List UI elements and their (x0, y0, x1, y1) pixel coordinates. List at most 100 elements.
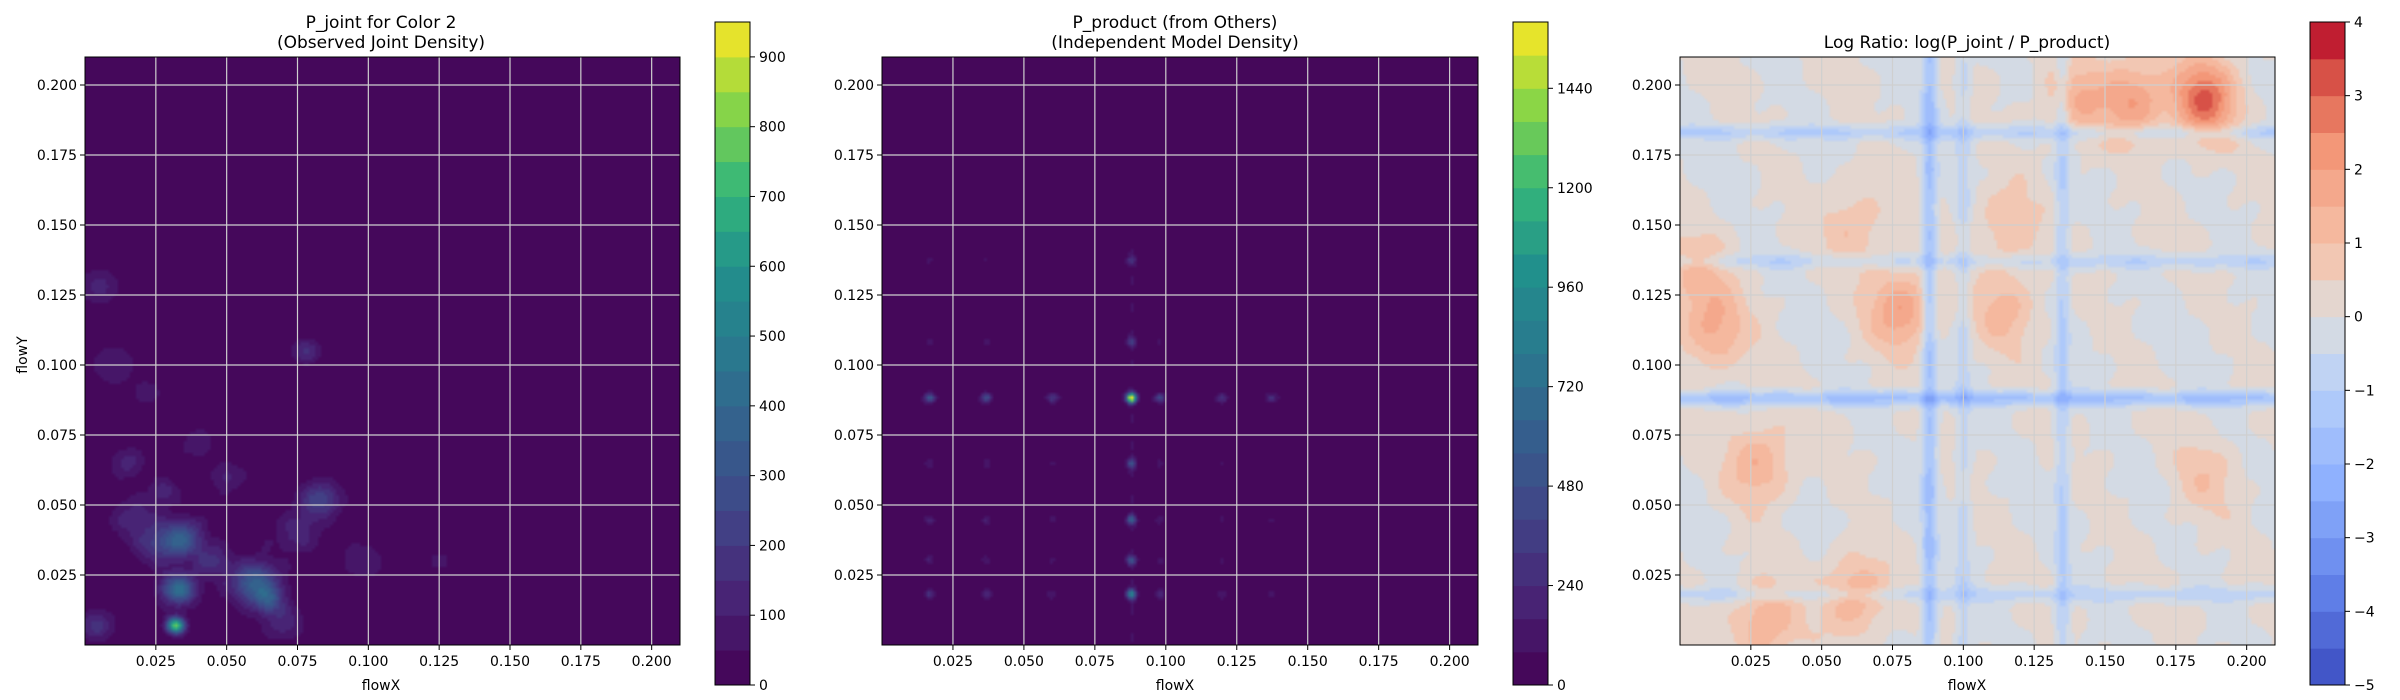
colorbar-segment (1513, 55, 1548, 89)
colorbar-tick-label: 400 (759, 399, 786, 415)
plot-frame (1679, 56, 2276, 646)
colorbar-tick-label: 0 (759, 678, 768, 694)
colorbar-segment (715, 196, 750, 232)
x-tick-label: 0.200 (1430, 654, 1470, 670)
colorbar-segment (2310, 58, 2345, 97)
colorbar-segment (2310, 648, 2345, 686)
x-tick-label: 0.025 (1731, 654, 1771, 670)
colorbar-segment (2310, 316, 2345, 354)
colorbar-segment (1513, 220, 1548, 255)
colorbar-tick-label: −2 (2354, 457, 2375, 473)
x-tick-label: 0.050 (1802, 654, 1842, 670)
heatmap-surface (882, 57, 1478, 645)
colorbar-tick-label: −4 (2354, 604, 2375, 620)
y-tick-label: 0.150 (834, 218, 874, 234)
y-tick-label: 0.125 (1632, 288, 1672, 304)
chart-title-line1: Log Ratio: log(P_joint / P_product) (1824, 33, 2110, 53)
y-axis-label: flowY (15, 336, 31, 374)
x-tick-label: 0.150 (1288, 654, 1328, 670)
colorbar-tick-label: 240 (1557, 579, 1584, 595)
colorbar-tick-label: 900 (759, 50, 786, 66)
colorbar-segment (1513, 651, 1548, 686)
colorbar-segment (2310, 95, 2345, 133)
colorbar-segment (1513, 452, 1548, 487)
colorbar-tick-label: 1 (2354, 236, 2363, 252)
x-tick-label: 0.200 (632, 654, 672, 670)
x-tick-label: 0.100 (1146, 654, 1186, 670)
y-tick-label: 0.125 (834, 288, 874, 304)
colorbar-tick-label: 700 (759, 189, 786, 205)
colorbar-segment (2310, 206, 2345, 244)
colorbar-segment (715, 161, 750, 197)
y-tick-label: 0.025 (834, 568, 874, 584)
x-tick-label: 0.100 (1943, 654, 1983, 670)
colorbar-segment (1513, 22, 1548, 56)
y-tick-label: 0.175 (1632, 148, 1672, 164)
colorbar-tick-label: 480 (1557, 479, 1584, 495)
y-tick-label: 0.050 (834, 498, 874, 514)
colorbar-segment (1513, 187, 1548, 222)
x-tick-label: 0.075 (1872, 654, 1912, 670)
heatmap-surface (85, 57, 680, 645)
chart-title-line2: (Observed Joint Density) (277, 33, 485, 53)
colorbar-tick-label: 800 (759, 120, 786, 136)
colorbar-segment (715, 510, 750, 546)
panel-joint-density: P_joint for Color 2 (Observed Joint Dens… (15, 13, 786, 694)
colorbar-segment (1513, 519, 1548, 553)
colorbar-segment (715, 56, 750, 93)
colorbar-segment (715, 405, 750, 442)
y-tick-label: 0.100 (1632, 358, 1672, 374)
chart-title-line2: (Independent Model Density) (1051, 33, 1299, 53)
colorbar-tick-label: −3 (2354, 531, 2375, 547)
x-tick-label: 0.075 (1075, 654, 1115, 670)
y-tick-label: 0.075 (1632, 428, 1672, 444)
colorbar-segment (2310, 500, 2345, 539)
y-tick-label: 0.100 (37, 358, 77, 374)
colorbar-frame (1512, 21, 1549, 686)
colorbar-segment (2310, 390, 2345, 428)
heatmap-surface (1680, 57, 2275, 645)
colorbar-segment (715, 22, 750, 58)
colorbar-segment (1513, 320, 1548, 354)
colorbar-segment (1513, 154, 1548, 189)
x-tick-label: 0.150 (2085, 654, 2125, 670)
x-tick-label: 0.050 (207, 654, 247, 670)
y-tick-label: 0.025 (1632, 568, 1672, 584)
colorbar-segment (2310, 243, 2345, 281)
colorbar-tick-label: 720 (1557, 380, 1584, 396)
colorbar-segment (715, 126, 750, 163)
y-tick-label: 0.025 (37, 568, 77, 584)
colorbar-segment (2310, 353, 2345, 391)
colorbar-segment (715, 301, 750, 337)
colorbar-segment (1513, 419, 1548, 454)
x-tick-label: 0.100 (348, 654, 388, 670)
panel-log-ratio: Log Ratio: log(P_joint / P_product) flow… (1632, 15, 2375, 694)
y-tick-label: 0.075 (834, 428, 874, 444)
y-tick-label: 0.200 (37, 78, 77, 94)
colorbar-tick-label: 200 (759, 538, 786, 554)
colorbar-segment (715, 370, 750, 407)
colorbar-tick-label: −5 (2354, 678, 2375, 694)
colorbar-segment (2310, 279, 2345, 318)
y-tick-label: 0.050 (37, 498, 77, 514)
colorbar-segment (715, 475, 750, 512)
x-tick-label: 0.150 (490, 654, 530, 670)
colorbar-segment (715, 615, 750, 651)
colorbar-segment (1513, 287, 1548, 321)
colorbar-segment (2310, 169, 2345, 207)
x-tick-label: 0.025 (933, 654, 973, 670)
colorbar-frame (714, 21, 751, 686)
colorbar-segment (715, 266, 750, 302)
x-tick-label: 0.125 (2014, 654, 2054, 670)
x-tick-label: 0.200 (2227, 654, 2267, 670)
colorbar-tick-label: 1200 (1557, 181, 1593, 197)
colorbar-segment (1513, 486, 1548, 520)
colorbar-segment (2310, 22, 2345, 60)
colorbar-tick-label: 3 (2354, 89, 2363, 105)
colorbar-segment (715, 336, 750, 372)
x-tick-label: 0.125 (419, 654, 459, 670)
colorbar-tick-label: 960 (1557, 280, 1584, 296)
colorbar-segment (715, 580, 750, 616)
plot-frame (84, 56, 681, 646)
